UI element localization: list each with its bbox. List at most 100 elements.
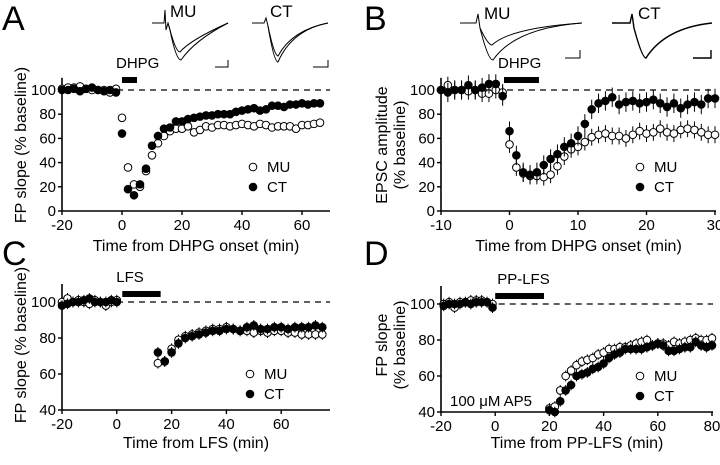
data-point-ct [669,99,679,108]
panel-d-y-axis-label: FP slope [374,313,391,376]
data-point-ct [566,138,576,148]
panel-c-legend-marker-ct [245,389,255,399]
panel-d-legend-label-ct: CT [654,388,674,405]
data-point-ct [174,339,183,348]
data-point-ct [464,80,473,90]
panel-c-legend-label-ct: CT [264,386,284,403]
panel-c-legend-label-mu: MU [264,366,287,383]
panel-a-x-tick-label: 0 [118,217,126,234]
data-point-mu [676,125,686,135]
data-point-ct [710,94,720,103]
data-point-ct [160,357,170,366]
panel-b-legend-marker-mu [635,162,645,172]
panel-a-legend-label-ct: CT [267,179,287,196]
panel-c-x-tick-label: -20 [51,416,73,433]
data-point-ct [147,141,157,150]
panel-a-x-axis-label: Time from DHPG onset (min) [93,238,300,255]
panel-d-series-ct [439,296,717,418]
panel-c-treatment-label: LFS [116,269,144,286]
inset-traces-a-mu [152,9,229,68]
data-point-mu [669,129,679,138]
data-point-ct [141,164,151,173]
panel-d-y-axis-label: (% baseline) [392,301,409,390]
data-point-ct [697,100,706,109]
data-point-ct [235,326,245,336]
data-point-ct [477,83,487,92]
data-point-mu [621,134,631,143]
panel-c-series-ct [57,293,327,367]
panel-c-legend-marker-mu [245,369,255,379]
data-point-mu [546,170,555,179]
inset-label-a-ct: CT [270,2,293,21]
panel-d-y-tick-label: 100 [410,296,435,313]
panel-b-treatment-bar [504,77,539,83]
data-point-ct [539,160,549,170]
panel-b-x-axis-label: Time from DHPG onset (min) [475,238,682,255]
inset-traces-a-ct [252,16,329,68]
data-point-ct [546,154,555,164]
data-point-ct [686,342,695,352]
panel-b-x-tick-label: 30 [707,217,720,234]
data-point-ct [655,99,665,108]
panel-c-x-tick-label: 0 [113,416,121,433]
data-point-ct [315,99,325,108]
panel-b-x-tick-label: -10 [430,217,452,234]
panel-d-y-tick-label: 40 [418,404,435,421]
panel-c-treatment-bar [122,291,161,297]
panel-b-y-tick-label: 100 [410,82,435,99]
panel-c-y-tick-label: 40 [39,402,56,419]
data-point-ct [676,103,686,113]
inset-label-b-mu: MU [484,4,510,23]
data-point-mu [710,130,720,140]
panel-a-y-tick-label: 80 [39,106,56,123]
data-point-ct [649,95,658,104]
data-point-ct [532,167,542,177]
panel-d-treatment-bar [495,293,544,299]
panel-a-y-tick-label: 0 [48,203,56,220]
data-point-ct [111,88,121,97]
panel-b-treatment-label: DHPG [498,55,541,72]
data-point-ct [123,184,133,194]
panel-d-y-tick-label: 60 [418,368,435,385]
inset-label-b-ct: CT [638,4,661,23]
data-point-mu [561,371,570,381]
data-point-ct [607,92,617,102]
panel-a-x-tick-label: 20 [174,217,191,234]
panel-b-legend-label-mu: MU [654,159,677,176]
panel-c-x-tick-label: 60 [273,416,290,433]
panel-d-x-tick-label: 80 [704,418,720,435]
panel-b-legend-marker-ct [635,182,645,192]
panel-d-treatment-label: PP-LFS [497,271,550,288]
data-point-ct [601,96,610,106]
data-point-ct [580,119,590,129]
data-point-mu [123,163,133,172]
panel-c-y-tick-label: 80 [39,330,56,347]
data-point-ct [707,341,717,350]
data-point-ct [153,348,163,357]
inset-traces-b-ct [612,13,713,59]
panel-b-y-tick-label: 20 [418,179,435,196]
data-point-ct [561,386,570,395]
panel-a-legend-marker-mu [248,162,258,172]
panel-c-x-axis-label: Time from LFS (min) [123,435,269,452]
data-point-mu [315,118,325,127]
panel-a-series-ct [57,83,325,200]
data-point-ct [112,297,122,307]
data-point-ct [491,79,501,89]
panel-d-x-tick-label: 40 [595,418,612,435]
data-point-ct [553,149,562,159]
data-point-ct [566,380,576,390]
data-point-mu [147,151,157,160]
data-point-ct [555,396,565,406]
panel-letter-b: B [364,0,387,38]
data-point-mu [642,129,651,138]
panel-a-y-tick-label: 60 [39,130,56,147]
data-point-ct [587,105,597,114]
data-point-mu [628,130,638,140]
data-point-ct [488,303,497,312]
data-point-mu [580,137,590,147]
data-point-mu [683,124,692,134]
